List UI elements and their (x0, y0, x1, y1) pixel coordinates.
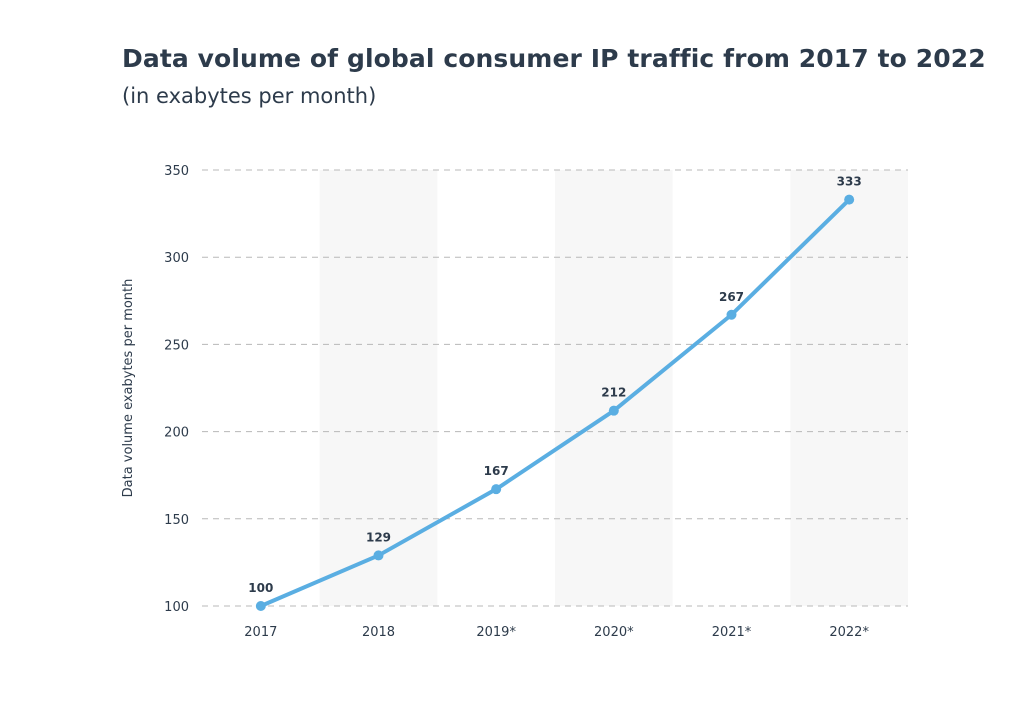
x-tick-label: 2018 (362, 625, 395, 640)
x-tick-label: 2021* (712, 625, 752, 640)
data-label: 212 (601, 386, 626, 400)
x-tick-label: 2019* (476, 625, 516, 640)
series-line (258, 197, 852, 608)
y-tick-label: 150 (164, 513, 189, 528)
x-tick-label: 2022* (829, 625, 869, 640)
data-label: 129 (366, 530, 391, 544)
data-label: 167 (484, 464, 509, 478)
data-point (373, 550, 384, 561)
data-point (491, 484, 502, 495)
y-axis-label: Data volume exabytes per month (121, 279, 136, 498)
category-band (555, 170, 673, 606)
data-point (726, 309, 737, 320)
y-tick-label: 250 (164, 338, 189, 353)
y-tick-label: 350 (164, 164, 189, 179)
chart-subtitle: (in exabytes per month) (122, 84, 377, 108)
data-point (255, 601, 266, 611)
y-tick-label: 300 (164, 251, 189, 266)
category-band (790, 170, 908, 606)
y-tick-label: 100 (164, 600, 189, 615)
data-point (844, 194, 855, 205)
x-tick-label: 2020* (594, 625, 634, 640)
data-point (608, 405, 619, 416)
y-tick-label: 200 (164, 426, 189, 441)
chart-title: Data volume of global consumer IP traffi… (122, 44, 986, 73)
data-label: 100 (248, 581, 273, 595)
x-tick-label: 2017 (244, 625, 277, 640)
data-label: 267 (719, 290, 744, 304)
data-label: 333 (837, 175, 862, 189)
